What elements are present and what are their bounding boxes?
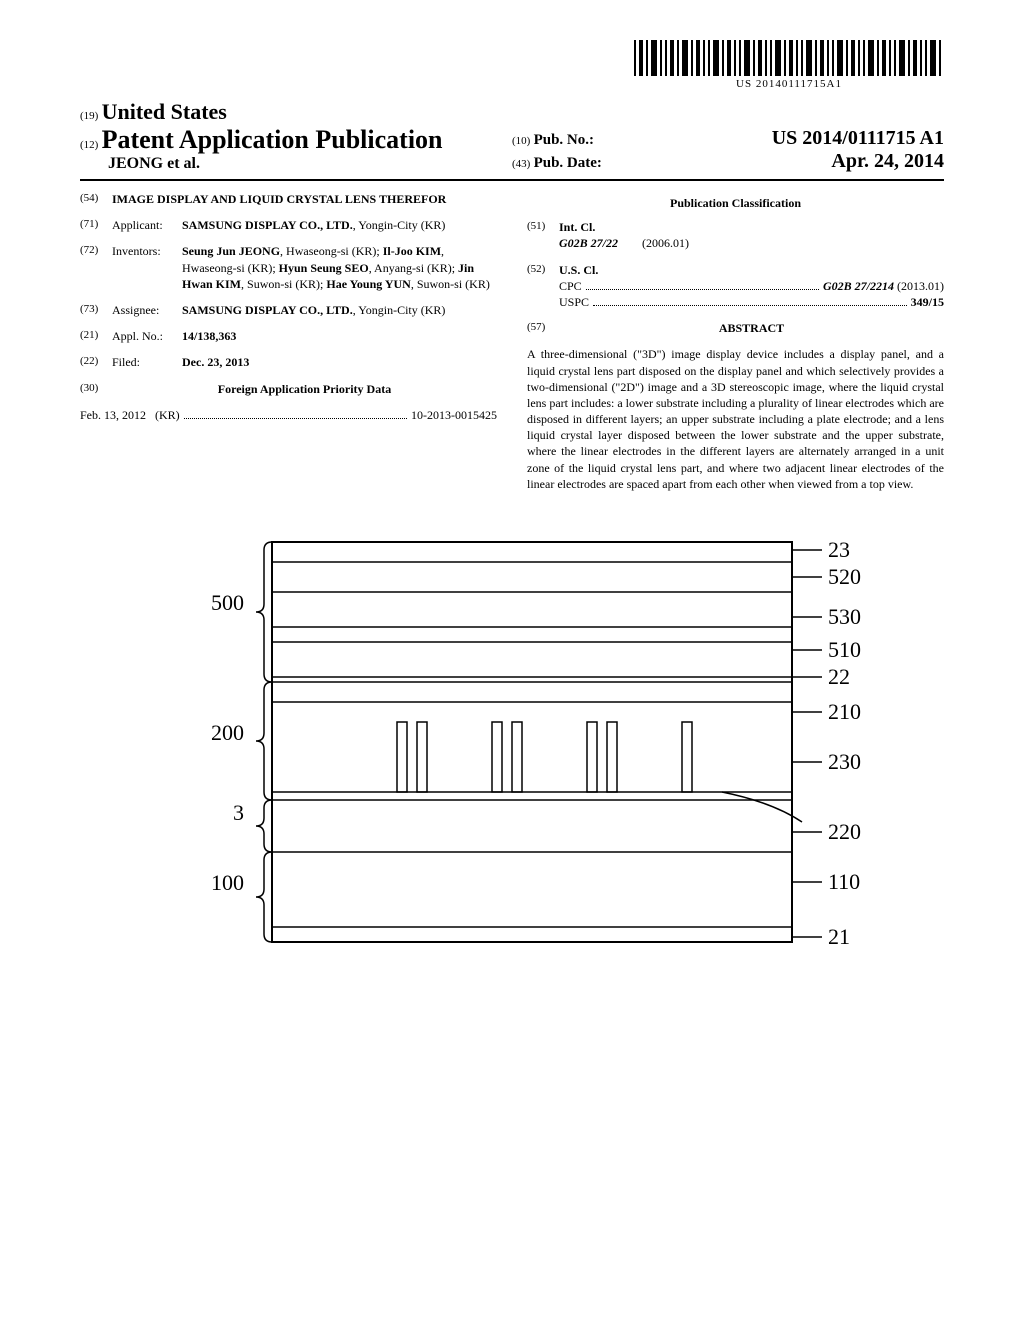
intcl-body: Int. Cl. G02B 27/22 (2006.01) bbox=[559, 219, 944, 251]
svg-text:110: 110 bbox=[828, 869, 860, 894]
code-57: (57) bbox=[527, 320, 559, 336]
abstract-title: ABSTRACT bbox=[559, 320, 944, 336]
svg-text:510: 510 bbox=[828, 637, 861, 662]
svg-text:530: 530 bbox=[828, 604, 861, 629]
svg-text:230: 230 bbox=[828, 749, 861, 774]
code-30: (30) bbox=[80, 381, 112, 397]
left-column: (54) IMAGE DISPLAY AND LIQUID CRYSTAL LE… bbox=[80, 191, 497, 492]
code-51: (51) bbox=[527, 219, 559, 251]
assignee-label: Assignee: bbox=[112, 302, 182, 318]
applno-body: 14/138,363 bbox=[182, 328, 497, 344]
figure-svg: 500 200 3 100 23520 530 51022 210 230 220 110 21 bbox=[162, 522, 862, 962]
code-19: (19) bbox=[80, 110, 98, 122]
priority-row: Feb. 13, 2012 (KR) 10-2013-0015425 bbox=[80, 407, 497, 423]
priority-date: Feb. 13, 2012 (KR) bbox=[80, 407, 180, 423]
barcode-svg bbox=[634, 40, 944, 76]
svg-text:3: 3 bbox=[233, 800, 244, 825]
inventors-label: Inventors: bbox=[112, 243, 182, 292]
barcode-region: US 20140111715A1 bbox=[80, 40, 944, 91]
code-43: (43) bbox=[512, 158, 530, 170]
barcode: US 20140111715A1 bbox=[634, 40, 944, 90]
code-52: (52) bbox=[527, 262, 559, 311]
svg-text:100: 100 bbox=[211, 870, 244, 895]
columns: (54) IMAGE DISPLAY AND LIQUID CRYSTAL LE… bbox=[80, 191, 944, 492]
right-column: Publication Classification (51) Int. Cl.… bbox=[527, 191, 944, 492]
code-21: (21) bbox=[80, 328, 112, 344]
code-54: (54) bbox=[80, 191, 112, 207]
code-10: (10) bbox=[512, 135, 530, 147]
doc-type: Patent Application Publication bbox=[102, 125, 443, 154]
filed-body: Dec. 23, 2013 bbox=[182, 354, 497, 370]
code-72: (72) bbox=[80, 243, 112, 292]
code-71: (71) bbox=[80, 217, 112, 233]
svg-text:22: 22 bbox=[828, 664, 850, 689]
barcode-text: US 20140111715A1 bbox=[634, 78, 944, 90]
applno-label: Appl. No.: bbox=[112, 328, 182, 344]
svg-text:520: 520 bbox=[828, 564, 861, 589]
code-73: (73) bbox=[80, 302, 112, 318]
priority-number: 10-2013-0015425 bbox=[411, 407, 497, 423]
applicant-body: SAMSUNG DISPLAY CO., LTD., Yongin-City (… bbox=[182, 217, 497, 233]
pub-no-value: US 2014/0111715 A1 bbox=[772, 127, 944, 150]
svg-text:23: 23 bbox=[828, 537, 850, 562]
pub-no-label: Pub. No.: bbox=[534, 132, 594, 148]
foreign-priority-title: Foreign Application Priority Data bbox=[112, 381, 497, 397]
svg-text:220: 220 bbox=[828, 819, 861, 844]
code-12: (12) bbox=[80, 139, 98, 151]
author-line: JEONG et al. bbox=[80, 155, 512, 173]
svg-text:210: 210 bbox=[828, 699, 861, 724]
header-left: (19) United States (12) Patent Applicati… bbox=[80, 99, 512, 173]
header: (19) United States (12) Patent Applicati… bbox=[80, 99, 944, 181]
header-right: (10) Pub. No.: US 2014/0111715 A1 (43) P… bbox=[512, 127, 944, 173]
code-22: (22) bbox=[80, 354, 112, 370]
figure: 500 200 3 100 23520 530 51022 210 230 220 110 21 bbox=[80, 522, 944, 966]
country: United States bbox=[102, 99, 227, 124]
filed-label: Filed: bbox=[112, 354, 182, 370]
abstract-text: A three-dimensional ("3D") image display… bbox=[527, 346, 944, 492]
title: IMAGE DISPLAY AND LIQUID CRYSTAL LENS TH… bbox=[112, 191, 497, 207]
uscl-body: U.S. Cl. CPC G02B 27/2214 (2013.01) USPC… bbox=[559, 262, 944, 311]
pub-class-title: Publication Classification bbox=[527, 195, 944, 211]
assignee-body: SAMSUNG DISPLAY CO., LTD., Yongin-City (… bbox=[182, 302, 497, 318]
svg-text:200: 200 bbox=[211, 720, 244, 745]
svg-text:500: 500 bbox=[211, 590, 244, 615]
pub-date-value: Apr. 24, 2014 bbox=[831, 150, 944, 173]
svg-text:21: 21 bbox=[828, 924, 850, 949]
applicant-label: Applicant: bbox=[112, 217, 182, 233]
pub-date-label: Pub. Date: bbox=[534, 155, 602, 171]
inventors-body: Seung Jun JEONG, Hwaseong-si (KR); Il-Jo… bbox=[182, 243, 497, 292]
